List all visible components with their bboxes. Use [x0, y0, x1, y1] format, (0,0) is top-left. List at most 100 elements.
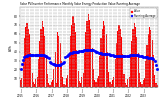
Bar [71, 25, 72, 87]
Bar [136, 36, 137, 87]
Bar [139, 73, 140, 87]
Bar [83, 73, 84, 87]
Bar [57, 32, 58, 87]
Bar [40, 29, 42, 87]
Bar [48, 83, 49, 87]
Bar [121, 37, 122, 87]
Bar [127, 79, 128, 87]
Bar [76, 50, 77, 87]
Bar [140, 82, 141, 87]
Bar [94, 80, 95, 87]
Y-axis label: kWh: kWh [8, 44, 12, 50]
Bar [149, 27, 150, 87]
Bar [131, 41, 132, 87]
Bar [134, 23, 135, 87]
Bar [62, 77, 63, 87]
Bar [92, 48, 93, 87]
Bar [150, 30, 152, 87]
Bar [107, 52, 108, 87]
Bar [43, 27, 44, 87]
Bar [25, 27, 26, 87]
Bar [126, 85, 127, 87]
Bar [46, 55, 47, 87]
Bar [24, 38, 25, 87]
Bar [35, 79, 36, 87]
Bar [124, 74, 125, 87]
Bar [108, 72, 109, 87]
Bar [106, 34, 107, 87]
Bar [130, 57, 131, 87]
Bar [74, 23, 75, 87]
Bar [81, 77, 83, 87]
Bar [152, 40, 153, 87]
Bar [21, 78, 22, 87]
Bar [23, 60, 24, 87]
Bar [100, 38, 102, 87]
Bar [84, 53, 85, 87]
Bar [33, 82, 34, 87]
Bar [85, 32, 86, 87]
Bar [80, 83, 81, 87]
Bar [26, 23, 28, 87]
Bar [144, 78, 145, 87]
Bar [116, 43, 117, 87]
Bar [86, 21, 88, 87]
Bar [38, 59, 39, 87]
Bar [95, 82, 96, 87]
Bar [141, 84, 143, 87]
Bar [37, 77, 38, 87]
Bar [42, 20, 43, 87]
Bar [93, 69, 94, 87]
Bar [70, 36, 71, 87]
Bar [53, 69, 54, 87]
Bar [143, 80, 144, 87]
Bar [102, 28, 103, 87]
Bar [28, 29, 29, 87]
Bar [44, 36, 45, 87]
Bar [47, 74, 48, 87]
Bar [30, 53, 31, 87]
Bar [117, 31, 118, 87]
Bar [56, 83, 57, 87]
Bar [60, 43, 61, 87]
Bar [154, 75, 155, 87]
Bar [66, 78, 67, 87]
Bar [145, 60, 146, 87]
Bar [153, 55, 154, 87]
Bar [135, 27, 136, 87]
Bar [138, 53, 139, 87]
Bar [69, 55, 70, 87]
Bar [157, 85, 158, 87]
Bar [77, 71, 79, 87]
Bar [32, 73, 33, 87]
Bar [89, 20, 90, 87]
Bar [118, 25, 120, 87]
Bar [113, 77, 114, 87]
Bar [103, 21, 104, 87]
Bar [132, 29, 134, 87]
Bar [99, 56, 100, 87]
Bar [155, 83, 157, 87]
Bar [115, 59, 116, 87]
Bar [148, 34, 149, 87]
Bar [55, 52, 56, 87]
Bar [29, 34, 30, 87]
Bar [39, 41, 40, 87]
Bar [112, 80, 113, 87]
Bar [61, 60, 62, 87]
Bar [122, 54, 123, 87]
Bar [52, 80, 53, 87]
Text: Solar PV/Inverter Performance Monthly Solar Energy Production Value Running Aver: Solar PV/Inverter Performance Monthly So… [20, 2, 140, 6]
Bar [20, 80, 21, 87]
Bar [147, 44, 148, 87]
Bar [111, 84, 112, 87]
Bar [97, 78, 98, 87]
Legend: Value, Running Average: Value, Running Average [130, 8, 157, 18]
Bar [34, 84, 35, 87]
Bar [129, 77, 130, 87]
Bar [67, 75, 68, 87]
Bar [98, 76, 99, 87]
Bar [65, 86, 66, 87]
Bar [51, 82, 52, 87]
Bar [90, 28, 91, 87]
